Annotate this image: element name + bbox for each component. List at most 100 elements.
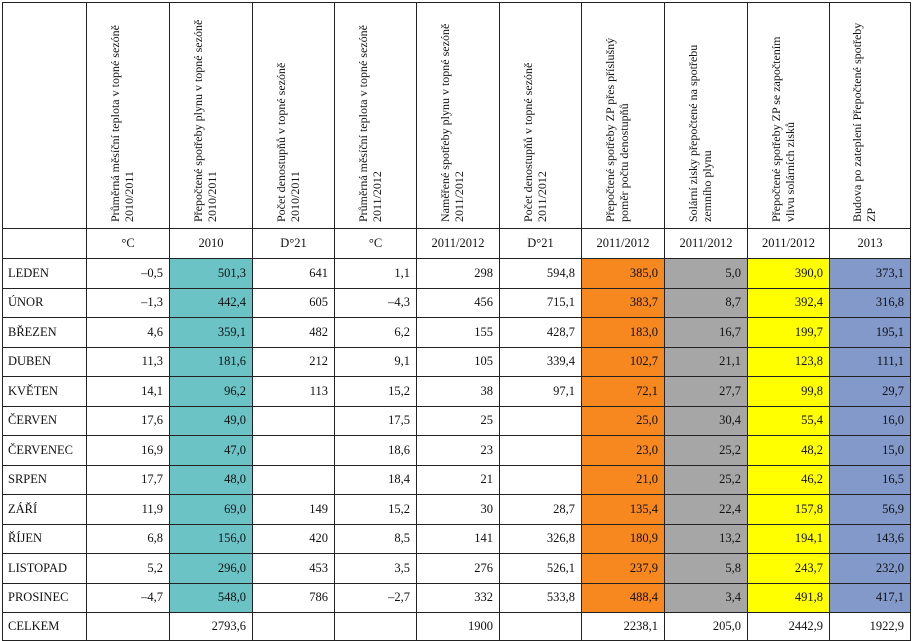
value-cell: 155: [416, 317, 500, 348]
value-cell: 21,1: [664, 346, 748, 377]
value-cell: 488,4: [581, 582, 665, 613]
header-cell: Naměřené spotřeby plynu v topné sezóně 2…: [416, 2, 500, 229]
value-cell: 28,7: [499, 494, 582, 525]
header-row: Průměrná měsíční teplota v topné sezóně …: [2, 2, 911, 229]
unit-cell: 2010: [169, 228, 253, 259]
value-cell: 605: [252, 287, 335, 318]
table-row: PROSINEC –4,7 548,0 786 –2,7 332 533,8 488,4 3,4…: [2, 582, 911, 613]
value-cell: 47,0: [169, 435, 253, 466]
value-cell: 23: [416, 435, 500, 466]
value-cell: [499, 405, 582, 436]
value-cell: 14,1: [86, 376, 170, 407]
unit-row: °C 2010 D°21 °C 2011/2012 D°21 2011/2012…: [2, 228, 911, 259]
value-cell: 11,3: [86, 346, 170, 377]
table-row: ČERVENEC 16,9 47,0 18,6 23 23,0 25,2 48,2 15,0: [2, 435, 911, 466]
month-label: ŘÍJEN: [2, 523, 87, 554]
value-cell: 25,2: [664, 435, 748, 466]
value-cell: –1,3: [86, 287, 170, 318]
value-cell: 156,0: [169, 523, 253, 554]
value-cell: 16,7: [664, 317, 748, 348]
header-cell: Solární zisky přepočtené na spotřebu zem…: [664, 2, 748, 229]
value-cell: 38: [416, 376, 500, 407]
value-cell: 715,1: [499, 287, 582, 318]
value-cell: 392,4: [747, 287, 830, 318]
month-label: KVĚTEN: [2, 376, 87, 407]
value-cell: [252, 405, 335, 436]
month-label: ČERVENEC: [2, 435, 87, 466]
unit-cell: °C: [86, 228, 170, 259]
value-cell: 533,8: [499, 582, 582, 613]
value-cell: 21,0: [581, 464, 665, 495]
table-row: LISTOPAD 5,2 296,0 453 3,5 276 526,1 237,9 5,8 24…: [2, 553, 911, 584]
value-cell: 183,0: [581, 317, 665, 348]
value-cell: 15,0: [829, 435, 911, 466]
month-label: ÚNOR: [2, 287, 87, 318]
value-cell: 25: [416, 405, 500, 436]
value-cell: 195,1: [829, 317, 911, 348]
value-cell: 332: [416, 582, 500, 613]
value-cell: 456: [416, 287, 500, 318]
value-cell: 157,8: [747, 494, 830, 525]
header-cell: Počet denostupňů v topné sezóně 2010/201…: [252, 2, 335, 229]
value-cell: 72,1: [581, 376, 665, 407]
value-cell: 16,9: [86, 435, 170, 466]
table-row: KVĚTEN 14,1 96,2 113 15,2 38 97,1 72,1 27,7 99,8 2…: [2, 376, 911, 407]
month-label: LISTOPAD: [2, 553, 87, 584]
value-cell: [499, 612, 582, 641]
value-cell: 232,0: [829, 553, 911, 584]
value-cell: 30: [416, 494, 500, 525]
value-cell: 383,7: [581, 287, 665, 318]
value-cell: 97,1: [499, 376, 582, 407]
total-label: CELKEM: [2, 612, 87, 641]
value-cell: 2793,6: [169, 612, 253, 641]
header-cell: Přepočtené spotřeby ZP přes příslušný po…: [581, 2, 665, 229]
month-label: SRPEN: [2, 464, 87, 495]
value-cell: 13,2: [664, 523, 748, 554]
value-cell: 2238,1: [581, 612, 665, 641]
unit-cell: 2011/2012: [416, 228, 500, 259]
value-cell: 548,0: [169, 582, 253, 613]
value-cell: 428,7: [499, 317, 582, 348]
value-cell: 48,2: [747, 435, 830, 466]
value-cell: 390,0: [747, 258, 830, 289]
month-label: ČERVEN: [2, 405, 87, 436]
value-cell: 17,7: [86, 464, 170, 495]
value-cell: 102,7: [581, 346, 665, 377]
value-cell: 237,9: [581, 553, 665, 584]
value-cell: 339,4: [499, 346, 582, 377]
header-cell: Budova po zateplení Přepočtené spotřeby …: [829, 2, 911, 229]
table-row: ZÁŘÍ 11,9 69,0 149 15,2 30 28,7 135,4 22,4 157,8 5…: [2, 494, 911, 525]
value-cell: 123,8: [747, 346, 830, 377]
month-label: LEDEN: [2, 258, 87, 289]
value-cell: [499, 464, 582, 495]
value-cell: –4,7: [86, 582, 170, 613]
value-cell: 113: [252, 376, 335, 407]
value-cell: 46,2: [747, 464, 830, 495]
header-cell: Počet denostupňů v topné sezóně 2011/201…: [499, 2, 582, 229]
value-cell: 3,5: [334, 553, 417, 584]
unit-cell: 2011/2012: [581, 228, 665, 259]
value-cell: 442,4: [169, 287, 253, 318]
value-cell: 96,2: [169, 376, 253, 407]
value-cell: 5,0: [664, 258, 748, 289]
value-cell: 25,0: [581, 405, 665, 436]
value-cell: 526,1: [499, 553, 582, 584]
value-cell: 8,5: [334, 523, 417, 554]
value-cell: 5,2: [86, 553, 170, 584]
month-label: PROSINEC: [2, 582, 87, 613]
value-cell: 212: [252, 346, 335, 377]
value-cell: 55,4: [747, 405, 830, 436]
value-cell: 149: [252, 494, 335, 525]
value-cell: 205,0: [664, 612, 748, 641]
value-cell: 48,0: [169, 464, 253, 495]
value-cell: 18,6: [334, 435, 417, 466]
value-cell: –4,3: [334, 287, 417, 318]
value-cell: 786: [252, 582, 335, 613]
header-cell: Průměrná měsíční teplota v topné sezóně …: [334, 2, 417, 229]
value-cell: 18,4: [334, 464, 417, 495]
table-row: ČERVEN 17,6 49,0 17,5 25 25,0 30,4 55,4 16,0: [2, 405, 911, 436]
value-cell: [499, 435, 582, 466]
value-cell: 276: [416, 553, 500, 584]
table-row: SRPEN 17,7 48,0 18,4 21 21,0 25,2 46,2 16,5: [2, 464, 911, 495]
